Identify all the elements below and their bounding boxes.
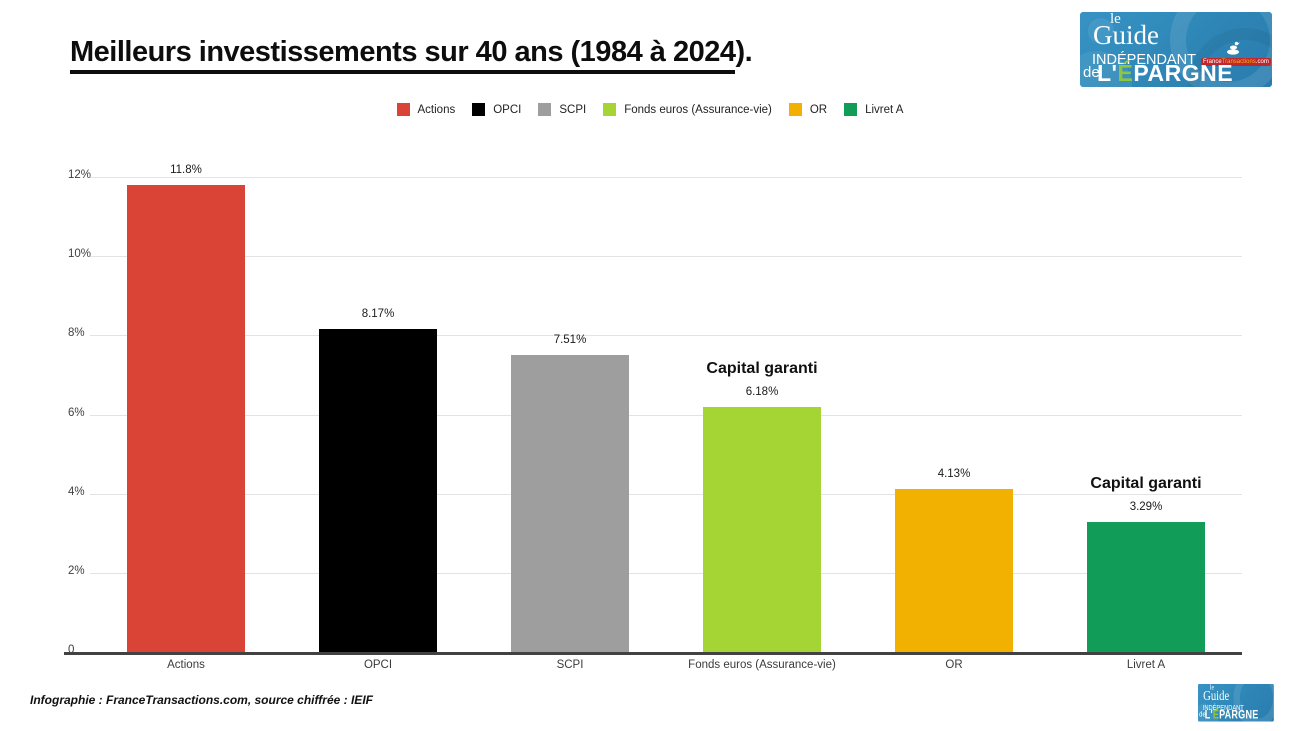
page-title-suffix: ). xyxy=(735,36,753,68)
x-axis-label: OPCI xyxy=(363,659,393,671)
legend-label: OR xyxy=(809,103,828,116)
legend-swatch xyxy=(538,103,552,116)
logo-decor-circle xyxy=(1233,684,1274,722)
logo-word-le: le xyxy=(1110,12,1121,27)
y-axis-label: 4% xyxy=(68,485,85,498)
legend-swatch xyxy=(396,103,410,116)
x-axis-label: Fonds euros (Assurance-vie) xyxy=(688,659,836,671)
page-title: Meilleurs investissements sur 40 ans (19… xyxy=(70,36,753,74)
badge-dotcom: .com xyxy=(1255,59,1269,65)
legend-item-scpi: SCPI xyxy=(538,103,586,116)
bar-livret-a xyxy=(1087,521,1205,652)
gridline xyxy=(90,493,1242,495)
logo-green-e: É xyxy=(1117,60,1134,86)
guide-epargne-logo-small: le Guide INDÉPENDANT de L'ÉPARGNE xyxy=(1198,684,1274,722)
annotation-capital-garanti: Capital garanti xyxy=(706,360,818,378)
legend-label: Actions xyxy=(417,103,456,116)
y-axis-label: 2% xyxy=(68,564,85,577)
source-credit: Infographie : FranceTransactions.com, so… xyxy=(30,693,373,707)
bar-fonds-euros-assurance-vie- xyxy=(703,407,821,652)
x-axis-label: SCPI xyxy=(556,659,584,671)
bar-or xyxy=(895,488,1013,652)
legend-item-actions: Actions xyxy=(396,103,456,116)
bar-value-label: 11.8% xyxy=(170,163,202,176)
gridline xyxy=(90,177,1242,178)
legend-item-livret-a: Livret A xyxy=(844,103,903,116)
logo-word-independant: INDÉPENDANT xyxy=(1202,704,1244,712)
legend-label: SCPI xyxy=(559,103,587,116)
gridline xyxy=(90,572,1242,574)
logo-word-epargne: L'ÉPARGNE xyxy=(1097,60,1234,86)
logo-decor-circle xyxy=(1088,18,1114,44)
bar-scpi xyxy=(511,354,629,652)
logo-word-guide: Guide xyxy=(1203,688,1230,703)
gridline xyxy=(90,335,1242,337)
legend-swatch xyxy=(603,103,617,116)
legend-item-opci: OPCI xyxy=(472,103,521,116)
chart-legend: Actions OPCI SCPI Fonds euros (Assurance-vi… xyxy=(0,103,1300,116)
y-axis-label: 8% xyxy=(68,327,85,340)
gridline xyxy=(90,414,1242,416)
y-axis-label: 6% xyxy=(68,406,85,419)
bar-value-label: 8.17% xyxy=(361,307,395,320)
guide-epargne-logo: le Guide INDÉPENDANT FranceTransactions.… xyxy=(1080,12,1272,87)
francetransactions-badge: FranceTransactions.com xyxy=(1201,58,1271,66)
x-axis-label: Livret A xyxy=(1126,659,1166,671)
legend-label: Fonds euros (Assurance-vie) xyxy=(624,103,772,116)
x-axis-label: OR xyxy=(945,659,963,671)
legend-label: Livret A xyxy=(865,103,904,116)
y-axis-label: 10% xyxy=(68,248,92,261)
logo-word-independant: INDÉPENDANT xyxy=(1092,52,1196,68)
bird-icon xyxy=(1226,41,1241,60)
legend-swatch xyxy=(844,103,858,116)
legend-item-fonds-euros-assurance-vie-: Fonds euros (Assurance-vie) xyxy=(603,103,772,116)
badge-transactions: Transactions xyxy=(1221,59,1256,65)
bar-value-label: 6.18% xyxy=(745,386,779,399)
bar-value-label: 4.13% xyxy=(937,467,971,480)
legend-label: OPCI xyxy=(493,103,522,116)
annotation-capital-garanti: Capital garanti xyxy=(1090,474,1202,492)
x-axis-line xyxy=(64,652,1242,655)
logo-word-epargne: L'ÉPARGNE xyxy=(1204,708,1259,721)
logo-word-de: de xyxy=(1083,64,1100,81)
bar-opci xyxy=(319,328,437,652)
x-axis-label: Actions xyxy=(167,659,205,671)
bar-value-label: 7.51% xyxy=(553,333,587,346)
legend-item-or: OR xyxy=(788,103,828,116)
legend-swatch xyxy=(472,103,486,116)
logo-word-guide: Guide xyxy=(1093,20,1159,50)
legend-swatch xyxy=(788,103,802,116)
badge-france: France xyxy=(1203,59,1222,65)
bar-value-label: 3.29% xyxy=(1129,500,1163,513)
y-axis-label: 12% xyxy=(68,169,92,181)
logo-word-le: le xyxy=(1209,684,1215,692)
bar-actions xyxy=(127,184,245,652)
logo-decor-circle xyxy=(1198,703,1219,722)
page-title-text: Meilleurs investissements sur 40 ans (19… xyxy=(70,36,736,74)
y-axis-label: 0 xyxy=(68,644,75,656)
gridline xyxy=(90,256,1242,258)
logo-word-de: de xyxy=(1199,710,1206,719)
logo-green-e: É xyxy=(1212,708,1220,721)
